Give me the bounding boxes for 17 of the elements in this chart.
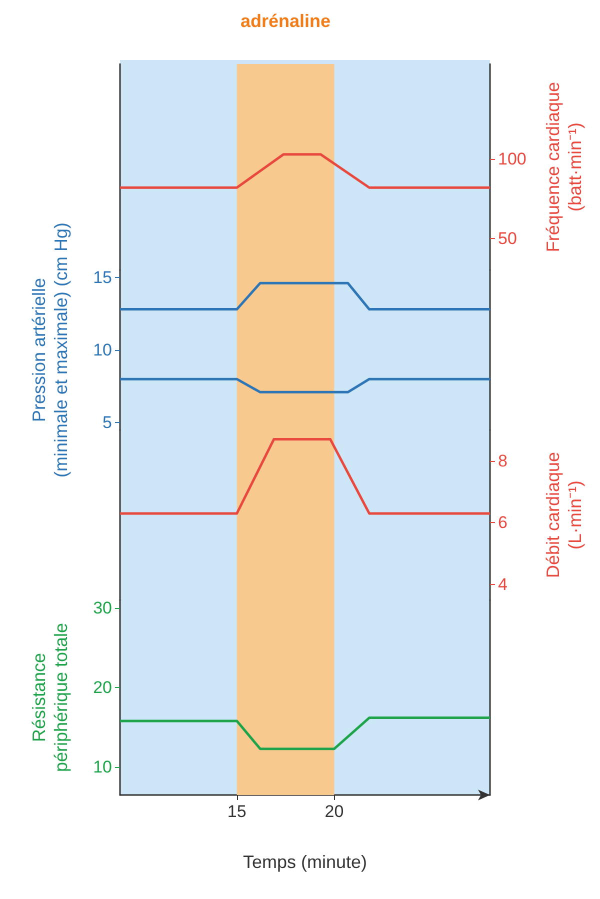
y-tick-label: 10: [93, 758, 112, 777]
y2-tick-label: 8: [498, 451, 508, 470]
y-tick-label: 20: [93, 678, 112, 698]
y2-tick-label: 50: [498, 228, 517, 248]
y-tick-label: 5: [102, 413, 112, 432]
y-axis-title: Pression artérielle (minimale et maximale) (cm Hg): [29, 222, 71, 478]
band-label: adrénaline: [240, 11, 331, 31]
y-tick-label: 30: [93, 598, 112, 618]
x-axis-title: Temps (minute): [242, 852, 368, 872]
y2-tick-label: 6: [498, 513, 508, 532]
y2-tick-label: 4: [498, 575, 508, 594]
y-axis-title: Résistance périphérique totale: [29, 622, 71, 772]
y2-axis-title: Débit cardiaque (L·min⁻¹): [543, 452, 585, 578]
y-tick-label: 15: [93, 268, 112, 287]
y-tick-label: 10: [93, 340, 112, 360]
y2-axis-title: Fréquence cardiaque (batt·min⁻¹): [543, 82, 585, 252]
y2-tick-label: 100: [498, 150, 526, 169]
